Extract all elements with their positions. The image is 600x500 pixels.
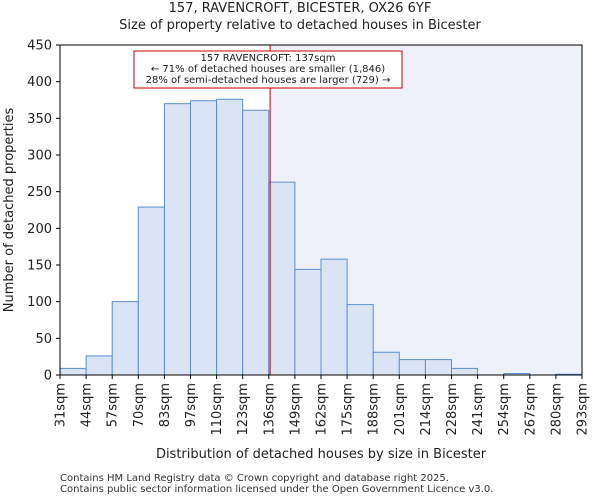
x-tick-label: 175sqm <box>341 383 356 436</box>
x-ticks-group: 31sqm 44sqm 57sqm 70sqm 83sqm 97sqm 110sqm 123s… <box>54 375 591 436</box>
bar-162sqm <box>320 258 348 376</box>
x-tick-label: 57sqm <box>106 383 121 427</box>
x-tick-label: 188sqm <box>367 383 382 436</box>
y-tick-label: 150 <box>27 259 52 274</box>
y-tick-label: 0 <box>44 369 52 384</box>
x-tick-label: 280sqm <box>549 383 564 436</box>
y-tick-label: 50 <box>35 332 52 347</box>
footer-licence: Contains public sector information licen… <box>60 484 494 495</box>
bar-149sqm <box>294 268 322 376</box>
y-tick-label: 100 <box>27 295 52 310</box>
chart-title-address: 157, RAVENCROFT, BICESTER, OX26 6YF <box>168 1 432 16</box>
bars-group <box>59 98 583 376</box>
x-tick-label: 31sqm <box>54 383 69 427</box>
y-tick-label: 250 <box>27 185 52 200</box>
y-tick-label: 300 <box>27 149 52 164</box>
y-tick-label: 450 <box>27 39 52 54</box>
y-axis-label: Number of detached properties <box>2 108 17 313</box>
bar-188sqm <box>372 351 400 376</box>
chart-title-subtitle: Size of property relative to detached ho… <box>119 18 481 33</box>
x-tick-label: 44sqm <box>80 383 95 427</box>
histogram-chart: 0 50 100 150 200 250 300 350 400 450 31sqm 44sqm 57… <box>2 39 591 463</box>
bar-123sqm <box>242 109 270 376</box>
x-axis-label: Distribution of detached houses by size … <box>156 447 487 462</box>
x-tick-label: 97sqm <box>184 383 199 427</box>
x-tick-label: 123sqm <box>236 383 251 436</box>
y-ticks-group: 0 50 100 150 200 250 300 350 400 450 <box>27 39 60 384</box>
bar-175sqm <box>346 304 374 376</box>
bar-201sqm <box>398 359 426 376</box>
bar-83sqm <box>163 103 191 376</box>
bar-44sqm <box>85 355 113 376</box>
y-tick-label: 200 <box>27 222 52 237</box>
x-tick-label: 136sqm <box>262 383 277 436</box>
x-tick-label: 214sqm <box>419 383 434 436</box>
annotation-box: 157 RAVENCROFT: 137sqm ← 71% of detached… <box>133 50 403 89</box>
annotation-line-3: 28% of semi-detached houses are larger (… <box>146 75 391 86</box>
bar-214sqm <box>424 359 452 376</box>
bar-97sqm <box>190 100 218 376</box>
annotation-line-1: 157 RAVENCROFT: 137sqm <box>201 53 336 64</box>
bar-228sqm <box>451 367 479 376</box>
x-tick-label: 254sqm <box>497 383 512 436</box>
bar-136sqm <box>268 181 296 376</box>
bar-70sqm <box>137 206 165 376</box>
footer-copyright: Contains HM Land Registry data © Crown c… <box>60 473 449 484</box>
x-tick-label: 241sqm <box>471 383 486 436</box>
x-tick-label: 83sqm <box>158 383 173 427</box>
annotation-line-2: ← 71% of detached houses are smaller (1,… <box>151 64 385 75</box>
y-tick-label: 350 <box>27 112 52 127</box>
y-tick-label: 400 <box>27 75 52 90</box>
bar-110sqm <box>216 98 244 376</box>
x-tick-label: 149sqm <box>288 383 303 436</box>
x-tick-label: 228sqm <box>445 383 460 436</box>
x-tick-label: 162sqm <box>315 383 330 436</box>
x-tick-label: 70sqm <box>132 383 147 427</box>
x-tick-label: 293sqm <box>576 383 591 436</box>
x-tick-label: 267sqm <box>523 383 538 436</box>
x-tick-label: 110sqm <box>210 383 225 436</box>
annotation-border <box>133 50 403 89</box>
x-tick-label: 201sqm <box>393 383 408 436</box>
bar-57sqm <box>111 301 139 376</box>
bar-31sqm <box>59 367 87 376</box>
